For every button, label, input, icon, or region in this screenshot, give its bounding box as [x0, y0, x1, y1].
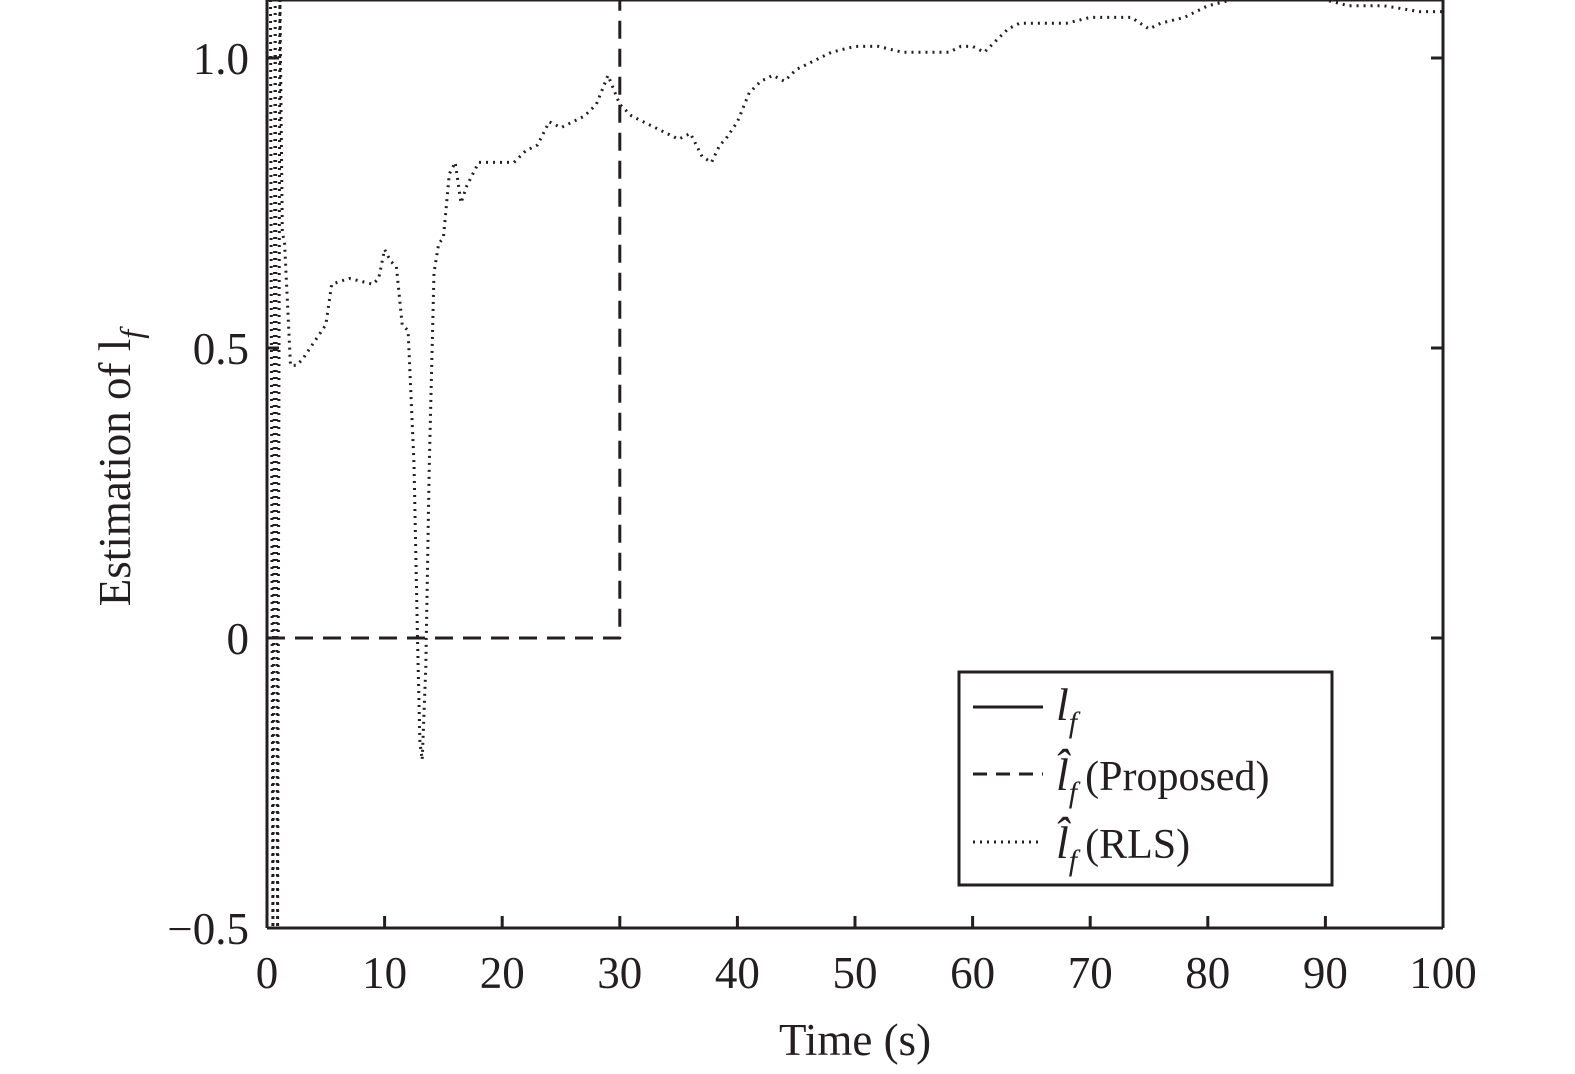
legend: lf l̂f (Proposed) l̂f (RLS) [957, 670, 1334, 887]
x-tick-label: 100 [1409, 948, 1477, 998]
x-tick-label: 70 [1068, 948, 1113, 998]
y-axis-label-group: Estimation of lf [90, 326, 149, 606]
y-tick-label: 0.5 [193, 324, 249, 374]
y-tick-label: −0.5 [167, 904, 249, 954]
x-tick-label: 20 [480, 948, 525, 998]
y-axis-label-text: Estimation of l [90, 339, 140, 606]
x-axis-label: Time (s) [779, 1015, 931, 1065]
legend-label-proposed: l̂f (Proposed) [1056, 749, 1269, 809]
y-axis-ticks: −0.5 0 0.5 1.0 [167, 34, 1443, 954]
x-axis-ticks: 0 10 20 30 40 50 60 70 80 90 100 [256, 916, 1477, 998]
x-tick-label: 0 [256, 948, 279, 998]
x-tick-label: 90 [1303, 948, 1348, 998]
y-axis-label-subscript: f [113, 326, 149, 339]
x-tick-label: 40 [715, 948, 760, 998]
x-tick-label: 80 [1185, 948, 1230, 998]
x-tick-label: 50 [833, 948, 878, 998]
x-tick-label: 60 [950, 948, 995, 998]
series-layer [267, 0, 1443, 928]
x-tick-label: 10 [362, 948, 407, 998]
y-axis-label: Estimation of lf [90, 326, 149, 606]
y-tick-label: 0 [227, 614, 250, 664]
x-tick-label: 30 [597, 948, 642, 998]
series-line-proposed [267, 0, 1443, 640]
legend-entry-proposed: l̂f (Proposed) [973, 749, 1269, 809]
y-tick-label: 1.0 [193, 34, 249, 84]
series-line-rls [269, 0, 1443, 928]
